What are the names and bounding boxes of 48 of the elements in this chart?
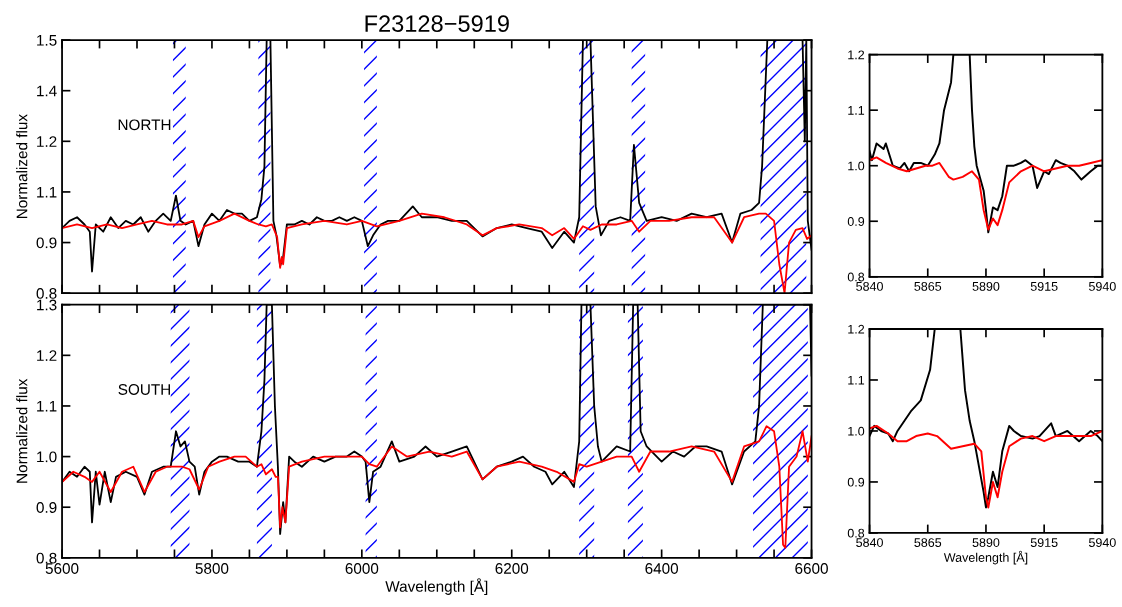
x-tick-label: 6600 [795, 563, 828, 574]
line-series [869, 156, 1103, 231]
x-tick-label: 5865 [914, 538, 942, 547]
y-tick-label: 1.1 [848, 375, 865, 385]
y-axis-title: Normalized flux [16, 114, 28, 219]
y-axis-title: Normalized flux [16, 378, 28, 483]
y-tick-label: 1.1 [37, 186, 57, 198]
y-tick-label: 1.0 [848, 161, 865, 171]
x-tick-label: 6200 [495, 563, 529, 574]
x-tick-label: 5915 [1030, 281, 1058, 291]
x-tick-label: 6400 [645, 563, 679, 574]
y-tick-label: 0.8 [847, 272, 865, 282]
y-tick-label: 0.9 [36, 502, 57, 513]
x-tick-label: 5600 [45, 563, 79, 574]
x-tick-label: 5800 [195, 563, 229, 574]
y-tick-label: 0.8 [36, 552, 57, 564]
x-tick-label: 5890 [972, 538, 1000, 547]
y-tick-label: 0.9 [847, 217, 865, 226]
y-tick-label: 1.0 [37, 451, 57, 463]
x-tick-label: 5940 [1088, 281, 1116, 291]
y-tick-label: 1.2 [37, 350, 57, 361]
annotation: NORTH [118, 119, 171, 131]
y-tick-label: 1.2 [848, 50, 865, 60]
y-tick-label: 0.8 [36, 288, 57, 299]
x-tick-label: 5840 [856, 281, 883, 291]
x-axis-title: Wavelength [Å] [385, 578, 488, 595]
y-tick-label: 1.0 [848, 426, 865, 436]
y-tick-label: 0.9 [847, 477, 865, 487]
y-tick-label: 1.2 [848, 324, 865, 334]
x-tick-label: 5865 [914, 281, 942, 291]
x-tick-label: 5915 [1030, 538, 1058, 547]
x-tick-label: 5840 [856, 538, 883, 547]
y-tick-label: 1.4 [37, 85, 57, 97]
y-tick-label: 0.9 [36, 237, 57, 249]
y-tick-label: 1.2 [37, 136, 57, 147]
x-tick-label: 5890 [972, 281, 1000, 291]
line-series [869, 424, 1103, 509]
x-tick-label: 5940 [1088, 538, 1116, 547]
y-tick-label: 1.5 [37, 35, 57, 46]
chart-title: F23128−5919 [365, 15, 509, 32]
y-tick-label: 1.3 [37, 299, 57, 311]
y-tick-label: 1.1 [848, 106, 865, 115]
x-axis-title: Wavelength [Å] [943, 550, 1028, 565]
line-series [62, 425, 812, 549]
x-tick-label: 6000 [345, 563, 379, 574]
y-tick-label: 0.8 [847, 528, 865, 538]
y-tick-label: 1.1 [37, 400, 57, 412]
annotation: SOUTH [118, 384, 170, 395]
